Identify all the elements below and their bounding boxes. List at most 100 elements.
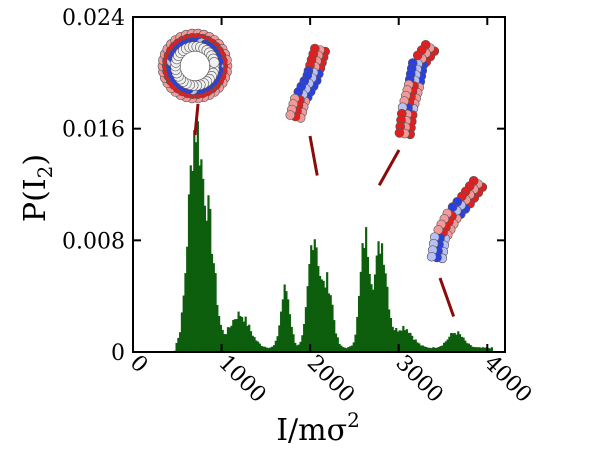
histogram-bar	[271, 346, 274, 352]
histogram-bar	[469, 345, 472, 352]
histogram-bar	[400, 330, 403, 352]
histogram-bar	[257, 341, 260, 352]
histogram-bar	[430, 348, 433, 352]
histogram-bar	[384, 273, 387, 352]
histogram-bar	[320, 279, 323, 352]
histogram-bar	[248, 324, 251, 352]
histogram-bar	[313, 239, 316, 352]
histogram-bar	[437, 347, 440, 352]
histogram-bar	[191, 170, 194, 352]
histogram-bar	[480, 347, 483, 352]
histogram-bar	[434, 347, 437, 352]
histogram-bar	[381, 243, 384, 352]
histogram-bar	[226, 327, 230, 352]
histogram-bar	[352, 342, 355, 352]
histogram-bar	[233, 319, 237, 352]
histogram-bar	[404, 330, 407, 352]
histogram-bar	[216, 304, 219, 352]
histogram-bar	[187, 194, 191, 352]
histogram-bars	[170, 121, 493, 353]
histogram-bar	[203, 205, 207, 352]
histogram-bar	[274, 340, 277, 352]
histogram-bar	[198, 165, 201, 352]
x-tick-label: 1000	[213, 351, 270, 408]
histogram-bar	[319, 276, 322, 352]
y-tick-label: 0.016	[62, 118, 125, 143]
histogram-bar	[219, 324, 222, 352]
bead	[285, 110, 296, 120]
x-tick-label: 0	[125, 351, 153, 379]
histogram-bar	[324, 287, 327, 352]
histogram-bar	[443, 342, 446, 352]
histogram-bar	[228, 327, 231, 352]
histogram-bar	[200, 159, 203, 352]
histogram-bar	[402, 325, 405, 352]
histogram-bar	[272, 345, 276, 352]
histogram-bar	[476, 347, 479, 352]
histogram-bar	[446, 339, 449, 352]
histogram-bar	[202, 178, 205, 352]
histogram-bar	[209, 208, 212, 352]
histogram-bar	[212, 263, 215, 352]
histogram-bar	[345, 348, 348, 352]
histogram-bar	[329, 295, 332, 352]
histogram-bar	[423, 346, 426, 352]
histogram-bar	[255, 340, 258, 352]
histogram-bar	[451, 333, 455, 352]
conformation-insets	[157, 28, 488, 264]
histogram-bar	[425, 347, 428, 352]
histogram-bar	[483, 347, 486, 352]
histogram-bar	[283, 284, 286, 352]
histogram-bar	[428, 347, 431, 352]
histogram-bar	[221, 329, 224, 352]
histogram-bar	[435, 347, 439, 352]
histogram-bar	[427, 347, 430, 352]
histogram-bar	[297, 344, 300, 352]
x-tick-label: 3000	[390, 351, 447, 408]
histogram-bar	[241, 317, 244, 352]
histogram-bar	[214, 273, 217, 352]
histogram-bar	[264, 346, 267, 352]
histogram-bar	[343, 347, 346, 352]
histogram-bar	[396, 331, 400, 352]
histogram-bar	[287, 299, 290, 352]
inset-leader-lines	[193, 103, 456, 318]
histogram-bar	[379, 253, 382, 352]
histogram-bar	[235, 319, 238, 352]
histogram-bar	[412, 339, 416, 352]
histogram-bar	[349, 346, 352, 352]
histogram-bar	[441, 345, 444, 352]
bead	[447, 202, 458, 212]
histogram-bar	[444, 341, 447, 352]
histogram-bar	[375, 255, 378, 352]
histogram-bar	[253, 337, 256, 352]
histogram-bar	[317, 266, 320, 352]
histogram-bar	[361, 243, 364, 352]
histogram-bar	[439, 346, 442, 352]
histogram-bar	[478, 347, 481, 352]
histogram-bar	[290, 326, 293, 352]
histogram-bar	[389, 318, 393, 352]
histogram-bar	[347, 347, 350, 352]
histogram-bar	[326, 272, 329, 352]
leader-line	[193, 103, 200, 136]
y-axis-label: P(I2)	[18, 154, 57, 222]
histogram-bar	[306, 286, 309, 352]
y-tick-label: 0	[111, 341, 125, 366]
histogram-bar	[184, 273, 187, 352]
histogram-bar	[249, 331, 253, 352]
ring-conformation-inset	[157, 28, 233, 104]
x-axis-label: I/mσ2	[276, 408, 360, 448]
histogram-bar	[448, 336, 451, 352]
histogram-bar	[473, 347, 476, 352]
histogram-bar	[419, 345, 423, 352]
histogram-bar	[338, 343, 341, 352]
histogram-bar	[258, 343, 261, 352]
histogram-bar	[357, 295, 361, 352]
extended-chain-inset	[426, 176, 488, 264]
x-tick-label: 2000	[302, 351, 359, 408]
bead	[394, 128, 405, 138]
histogram-bar	[462, 337, 465, 352]
histogram-bar	[299, 341, 302, 352]
histogram-bar	[342, 347, 345, 352]
